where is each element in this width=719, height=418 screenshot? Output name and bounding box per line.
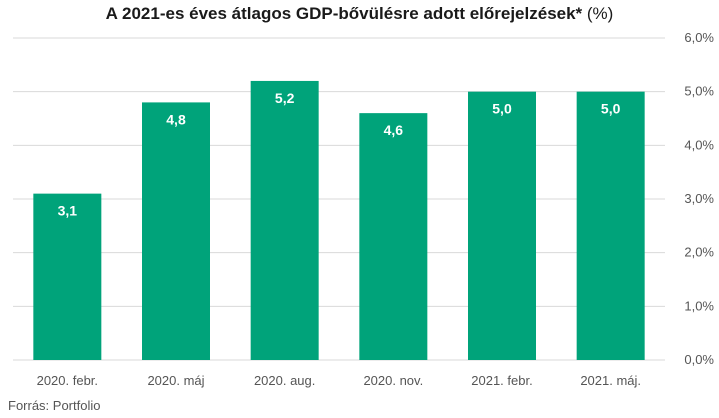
data-labels: 3,1 4,8 5,2 4,6 5,0 5,0 [58,90,621,219]
y-tick-label: 1,0% [684,298,714,313]
data-label: 3,1 [58,203,78,219]
bar [468,91,536,361]
y-tick-label: 2,0% [684,245,714,260]
x-tick-label: 2020. máj [147,373,204,388]
bar [576,91,645,361]
x-tick-label: 2020. febr. [37,373,98,388]
x-tick-label: 2021. máj. [580,373,641,388]
y-tick-label: 4,0% [684,137,714,152]
data-label: 5,2 [275,90,295,106]
bars [33,80,645,361]
y-axis-ticks: 0,0% 1,0% 2,0% 3,0% 4,0% 5,0% 6,0% [684,30,714,367]
bar [250,80,319,360]
chart-title-unit: (%) [582,4,614,23]
gridlines [13,37,665,361]
x-axis-ticks: 2020. febr. 2020. máj 2020. aug. 2020. nov.… [37,373,641,388]
data-label: 5,0 [601,101,621,117]
x-tick-label: 2021. febr. [471,373,532,388]
bar [359,113,428,360]
x-tick-label: 2020. nov. [363,373,423,388]
chart-title-main: A 2021-es éves átlagos GDP-bővülésre ado… [105,4,583,23]
y-tick-label: 3,0% [684,191,714,206]
source-note: Forrás: Portfolio [8,398,101,413]
bar [33,193,102,360]
data-label: 4,6 [384,122,404,138]
y-tick-label: 5,0% [684,84,714,99]
y-tick-label: 0,0% [684,352,714,367]
data-label: 4,8 [166,111,186,127]
bar [142,102,210,361]
chart-title: A 2021-es éves átlagos GDP-bővülésre ado… [0,4,719,24]
data-label: 5,0 [492,101,512,117]
y-tick-label: 6,0% [684,30,714,45]
x-tick-label: 2020. aug. [254,373,315,388]
